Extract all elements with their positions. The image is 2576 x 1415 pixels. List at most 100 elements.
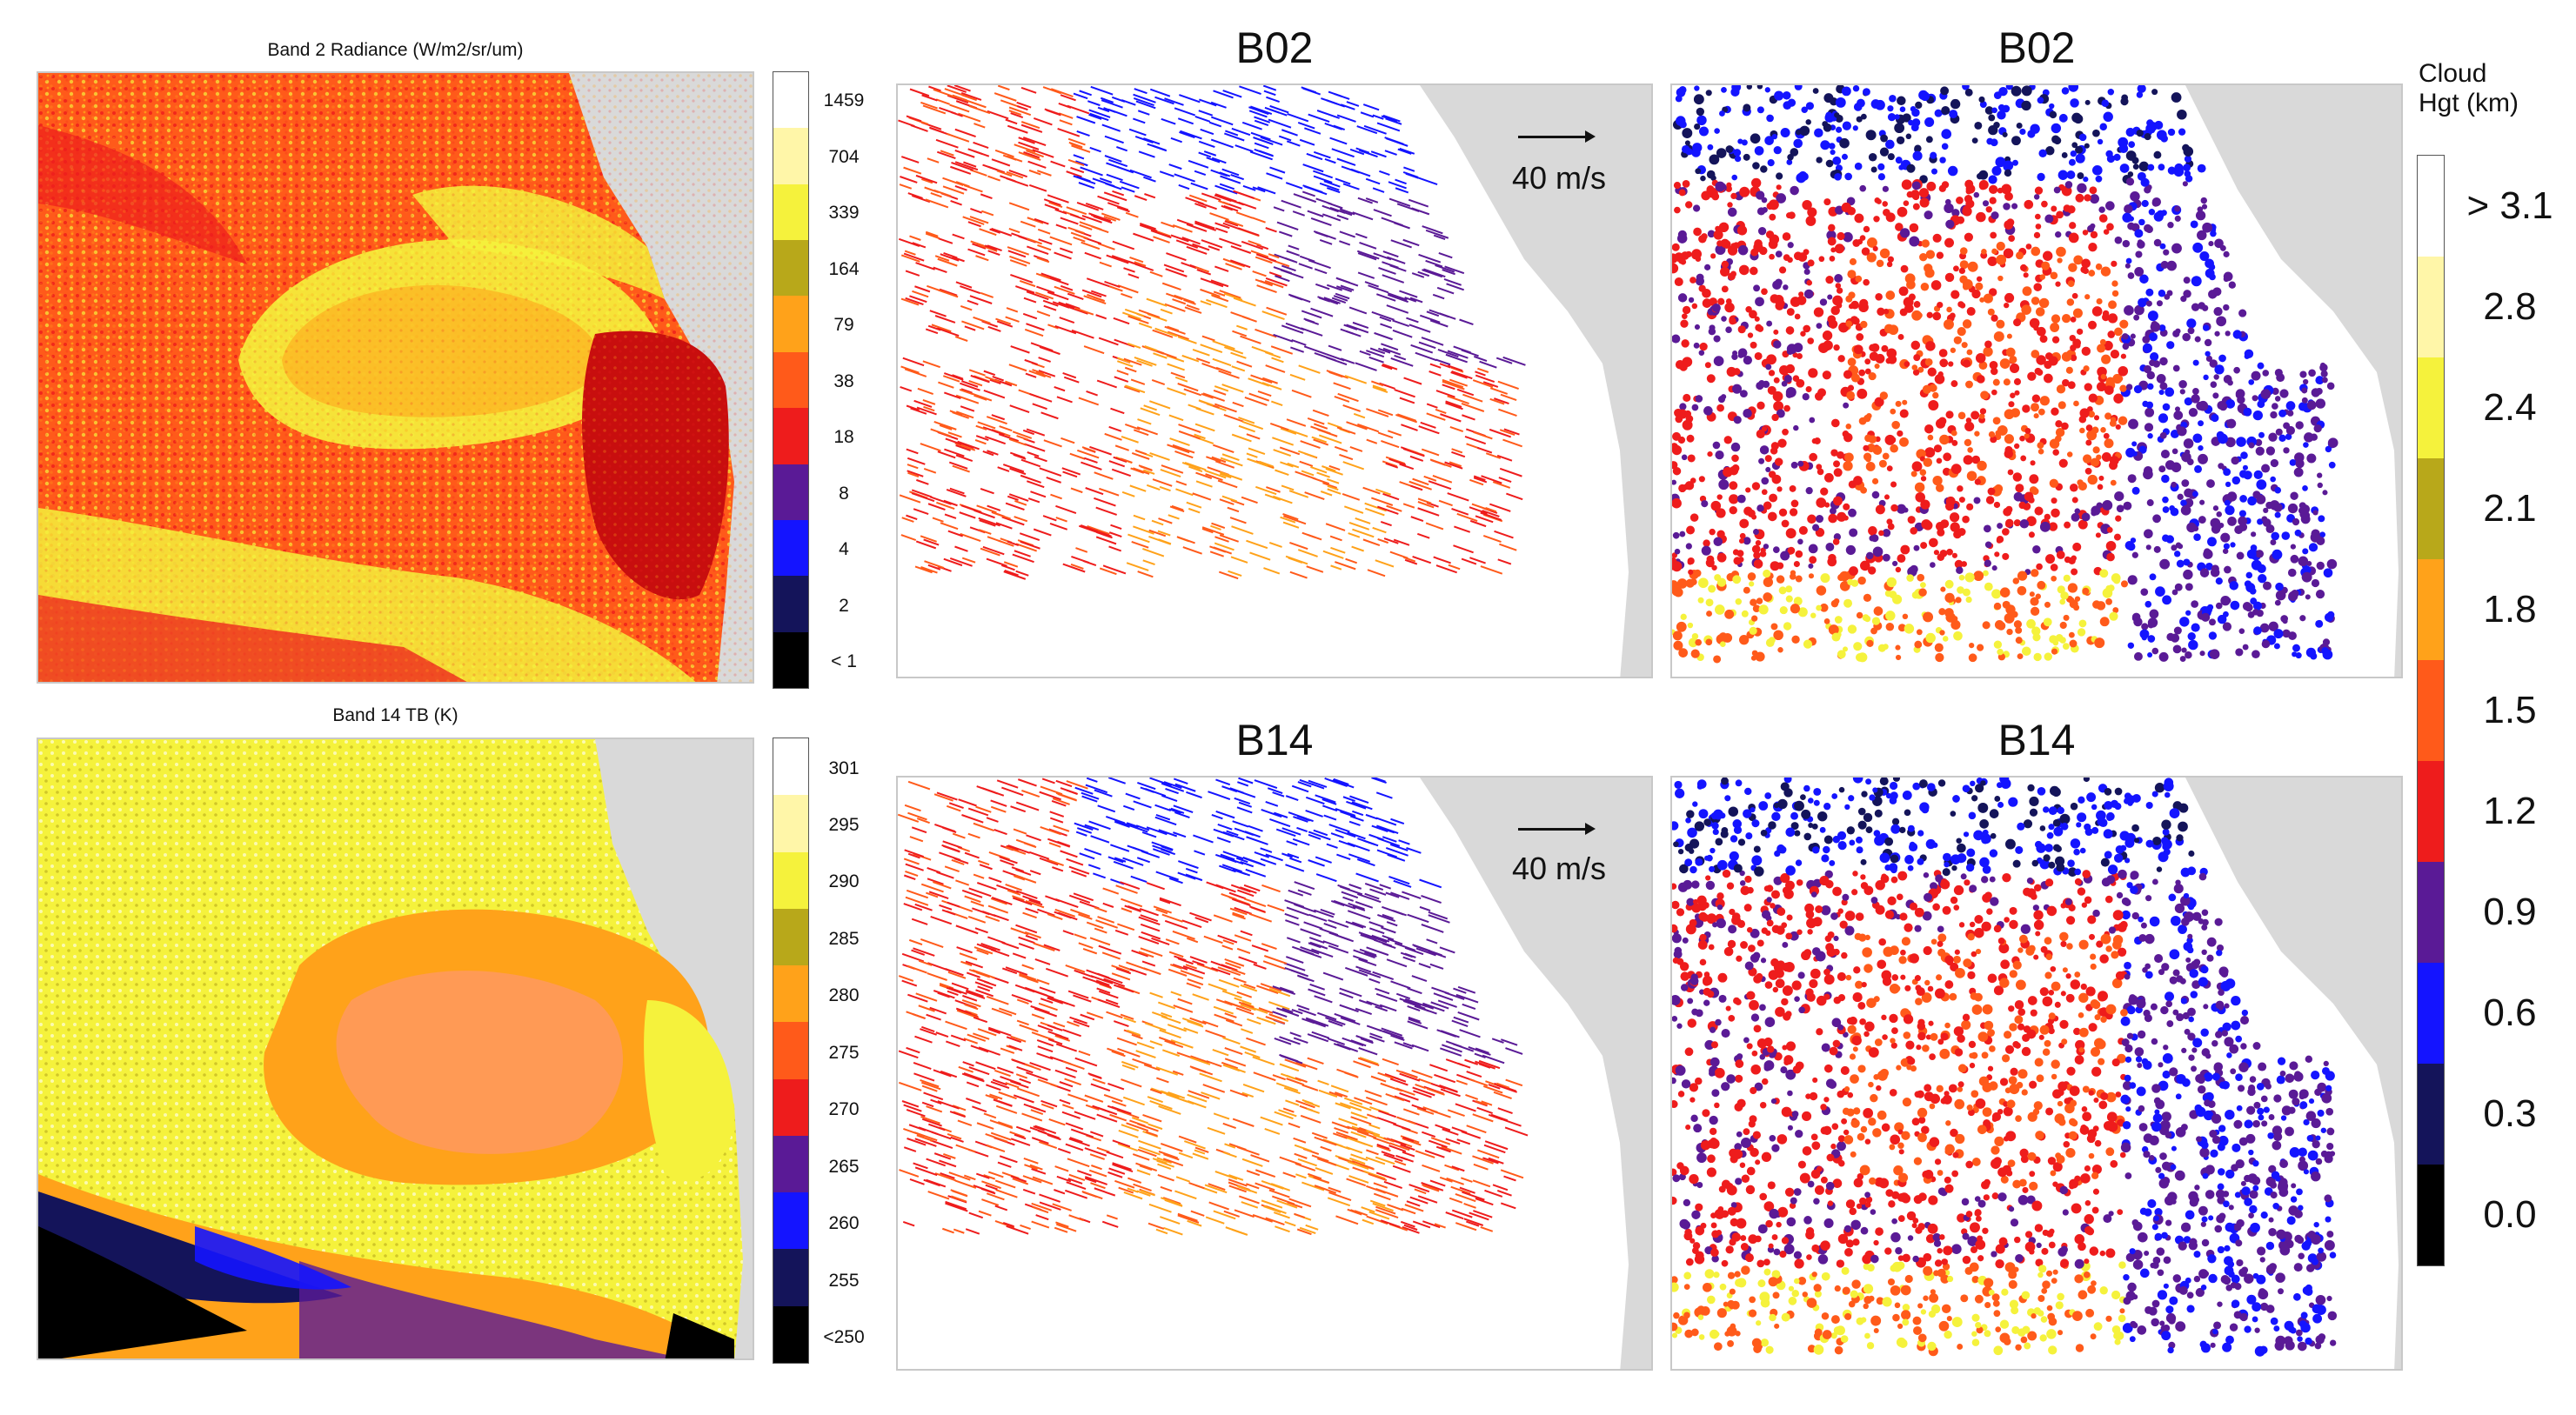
wind-vector bbox=[1192, 492, 1212, 501]
wind-vector bbox=[1047, 194, 1069, 204]
wind-vector bbox=[973, 873, 985, 879]
cloud-height-point bbox=[2177, 109, 2187, 120]
cloud-height-point bbox=[2118, 144, 2129, 154]
wind-vector bbox=[1170, 137, 1182, 144]
cloud-height-point bbox=[1935, 418, 1946, 429]
cloud-height-point bbox=[2142, 335, 2151, 344]
cloud-height-point bbox=[1922, 384, 1932, 394]
cloud-height-point bbox=[1988, 175, 1997, 184]
cloud-height-point bbox=[2029, 474, 2039, 484]
cloud-height-point bbox=[1866, 130, 1872, 137]
wind-vector bbox=[1014, 499, 1027, 506]
cloud-height-point bbox=[1983, 293, 1993, 304]
wind-vector bbox=[1074, 786, 1094, 795]
wind-vector bbox=[1434, 1073, 1456, 1084]
cloud-height-point bbox=[1709, 324, 1716, 331]
wind-vector bbox=[1006, 170, 1024, 179]
wind-vector bbox=[1099, 567, 1117, 576]
cloud-height-point bbox=[2001, 184, 2012, 195]
wind-vector bbox=[1099, 487, 1120, 497]
cloud-height-point bbox=[1713, 537, 1723, 547]
cloud-height-point bbox=[2191, 303, 2200, 311]
cloud-height-point bbox=[1896, 136, 1905, 144]
wind-vector bbox=[967, 807, 989, 817]
cloud-height-point bbox=[1859, 235, 1866, 241]
cloud-height-point bbox=[1825, 159, 1834, 168]
top-heights-title: B02 bbox=[1997, 23, 2076, 72]
wind-vector bbox=[1003, 561, 1019, 568]
wind-vector bbox=[1382, 363, 1398, 370]
wind-vector bbox=[1178, 424, 1201, 433]
wind-vector bbox=[1018, 942, 1034, 950]
wind-vector bbox=[1225, 961, 1241, 970]
wind-vector bbox=[1382, 492, 1400, 501]
wind-vector bbox=[1171, 504, 1184, 511]
cloud-height-point bbox=[1737, 352, 1744, 358]
cloud-height-point bbox=[1951, 552, 1957, 558]
wind-vector bbox=[1022, 137, 1047, 147]
cloud-height-point bbox=[2089, 186, 2098, 195]
wind-vector bbox=[916, 478, 929, 485]
wind-vector bbox=[1222, 257, 1246, 268]
cloud-height-point bbox=[2212, 287, 2222, 297]
cloud-height-point bbox=[1957, 301, 1964, 308]
cloud-height-point bbox=[1781, 519, 1790, 528]
cloud-height-point bbox=[2285, 401, 2296, 410]
wind-vector bbox=[1012, 895, 1025, 902]
wind-vector bbox=[1433, 234, 1446, 241]
wind-vector bbox=[1448, 564, 1461, 571]
wind-vector bbox=[1015, 868, 1032, 876]
wind-vector bbox=[1428, 914, 1450, 924]
wind-vector bbox=[1065, 1143, 1084, 1151]
wind-vector bbox=[1080, 166, 1103, 177]
wind-vector bbox=[958, 798, 977, 807]
wind-vector bbox=[1289, 857, 1302, 864]
cloud-height-point bbox=[1724, 302, 1735, 313]
wind-vector bbox=[1129, 968, 1147, 976]
wind-vector bbox=[1301, 470, 1315, 477]
cloud-height-point bbox=[1741, 610, 1749, 617]
wind-vector bbox=[1375, 992, 1398, 1003]
cloud-height-point bbox=[1737, 556, 1744, 563]
wind-vector bbox=[1231, 127, 1251, 137]
wind-vector bbox=[1429, 309, 1449, 318]
wind-vector bbox=[1187, 1100, 1207, 1109]
wind-vector bbox=[1267, 787, 1283, 794]
cloud-height-point bbox=[2078, 133, 2087, 142]
wind-vector bbox=[1244, 397, 1268, 406]
wind-vector bbox=[1174, 376, 1188, 383]
wind-vector bbox=[1138, 1139, 1161, 1150]
cloud-height-point bbox=[1910, 123, 1919, 132]
cloud-height-point bbox=[1803, 249, 1810, 256]
cloud-height-point bbox=[2278, 434, 2286, 442]
wind-vector bbox=[1168, 414, 1184, 422]
cloud-height-point bbox=[2315, 398, 2325, 409]
cloud-height-point bbox=[1753, 559, 1763, 569]
wind-vector bbox=[1016, 1019, 1029, 1026]
cloud-height-point bbox=[2050, 323, 2060, 332]
wind-vector bbox=[900, 254, 920, 263]
cloud-height-point bbox=[2064, 521, 2071, 529]
wind-vector bbox=[1412, 944, 1431, 952]
wind-vector bbox=[1159, 1216, 1181, 1225]
cloud-height-point bbox=[1925, 632, 1936, 644]
wind-vector bbox=[1215, 810, 1235, 819]
wind-vector bbox=[1336, 853, 1351, 861]
wind-vector bbox=[985, 915, 1000, 923]
cloud-height-point bbox=[2238, 309, 2247, 317]
wind-vector bbox=[1309, 983, 1325, 991]
wind-vector bbox=[1339, 1004, 1359, 1013]
cloud-height-point bbox=[2144, 600, 2152, 608]
wind-vector bbox=[1027, 245, 1049, 256]
wind-vector bbox=[1399, 463, 1415, 471]
wind-vector bbox=[1347, 1125, 1369, 1136]
wind-vector bbox=[927, 503, 946, 511]
wind-vector bbox=[1054, 324, 1077, 335]
cloud-height-point bbox=[1920, 499, 1930, 510]
wind-vector bbox=[1221, 384, 1244, 393]
wind-vector bbox=[1280, 269, 1304, 279]
wind-vector bbox=[1062, 563, 1086, 573]
wind-vector bbox=[1375, 817, 1397, 826]
wind-vector bbox=[1057, 127, 1081, 137]
cloud-height-point bbox=[1829, 256, 1836, 262]
